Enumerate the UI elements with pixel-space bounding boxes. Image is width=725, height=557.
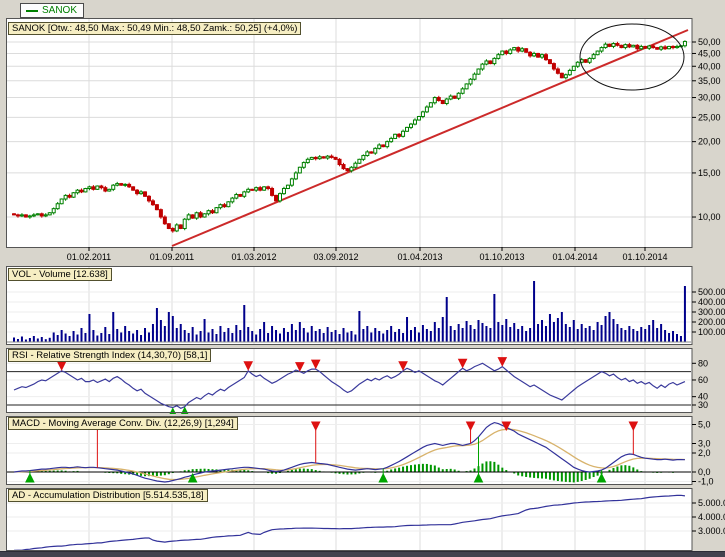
svg-text:01.10.2014: 01.10.2014 bbox=[622, 252, 667, 262]
svg-text:3.000.000: 3.000.000 bbox=[698, 526, 725, 536]
ad-panel[interactable]: 5.000.000 4.000.000 3.000.000 bbox=[6, 488, 725, 552]
price-chart-panel[interactable]: 50,00 45,00 40,00 35,00 30,00 25,00 20,00 15,00… bbox=[6, 18, 725, 263]
svg-text:01.10.2013: 01.10.2013 bbox=[479, 252, 524, 262]
volume-canvas: 500.000400.000300.000200.000100.000 bbox=[6, 266, 725, 345]
svg-text:01.09.2011: 01.09.2011 bbox=[150, 252, 194, 262]
svg-text:4.000.000: 4.000.000 bbox=[698, 512, 725, 522]
svg-text:30: 30 bbox=[698, 400, 708, 410]
ad-canvas: 5.000.000 4.000.000 3.000.000 bbox=[6, 488, 725, 551]
svg-text:-1,0: -1,0 bbox=[698, 477, 714, 487]
svg-text:45,00: 45,00 bbox=[698, 48, 721, 58]
svg-text:15,00: 15,00 bbox=[698, 168, 721, 178]
svg-text:80: 80 bbox=[698, 358, 708, 368]
series-line-swatch bbox=[26, 9, 38, 12]
price-info-label: SANOK [Otw.: 48,50 Max.: 50,49 Min.: 48,… bbox=[8, 22, 302, 35]
svg-text:01.02.2011: 01.02.2011 bbox=[67, 252, 111, 262]
svg-text:5.000.000: 5.000.000 bbox=[698, 498, 725, 508]
svg-text:5,0: 5,0 bbox=[698, 420, 711, 430]
svg-text:50,00: 50,00 bbox=[698, 37, 721, 47]
svg-text:200.000: 200.000 bbox=[698, 317, 725, 327]
svg-text:25,00: 25,00 bbox=[698, 112, 721, 122]
svg-text:01.03.2012: 01.03.2012 bbox=[231, 252, 276, 262]
svg-text:3,0: 3,0 bbox=[698, 439, 711, 449]
svg-text:30,00: 30,00 bbox=[698, 93, 721, 103]
svg-text:01.04.2013: 01.04.2013 bbox=[397, 252, 442, 262]
svg-text:40,00: 40,00 bbox=[698, 61, 721, 71]
svg-text:60: 60 bbox=[698, 375, 708, 385]
svg-text:40: 40 bbox=[698, 392, 708, 402]
ad-panel-title: AD - Accumulation Distribution [5.514.53… bbox=[8, 489, 208, 502]
svg-text:2,0: 2,0 bbox=[698, 448, 711, 458]
bottom-scrollbar-strip[interactable] bbox=[0, 551, 725, 557]
svg-text:300.000: 300.000 bbox=[698, 307, 725, 317]
svg-text:0,0: 0,0 bbox=[698, 467, 711, 477]
svg-text:10,00: 10,00 bbox=[698, 212, 721, 222]
rsi-panel-title: RSI - Relative Strength Index (14,30,70)… bbox=[8, 349, 212, 362]
svg-text:35,00: 35,00 bbox=[698, 76, 721, 86]
legend-box[interactable]: SANOK bbox=[20, 3, 85, 18]
svg-text:100.000: 100.000 bbox=[698, 327, 725, 337]
svg-text:400.000: 400.000 bbox=[698, 297, 725, 307]
macd-panel-title: MACD - Moving Average Conv. Div. (12,26,… bbox=[8, 417, 238, 430]
svg-text:20,00: 20,00 bbox=[698, 137, 721, 147]
legend-series-label: SANOK bbox=[42, 5, 78, 16]
svg-text:500.000: 500.000 bbox=[698, 287, 725, 297]
volume-panel-title: VOL - Volume [12.638] bbox=[8, 268, 112, 281]
svg-text:03.09.2012: 03.09.2012 bbox=[313, 252, 358, 262]
volume-panel[interactable]: 500.000400.000300.000200.000100.000 bbox=[6, 266, 725, 346]
svg-text:01.04.2014: 01.04.2014 bbox=[552, 252, 597, 262]
